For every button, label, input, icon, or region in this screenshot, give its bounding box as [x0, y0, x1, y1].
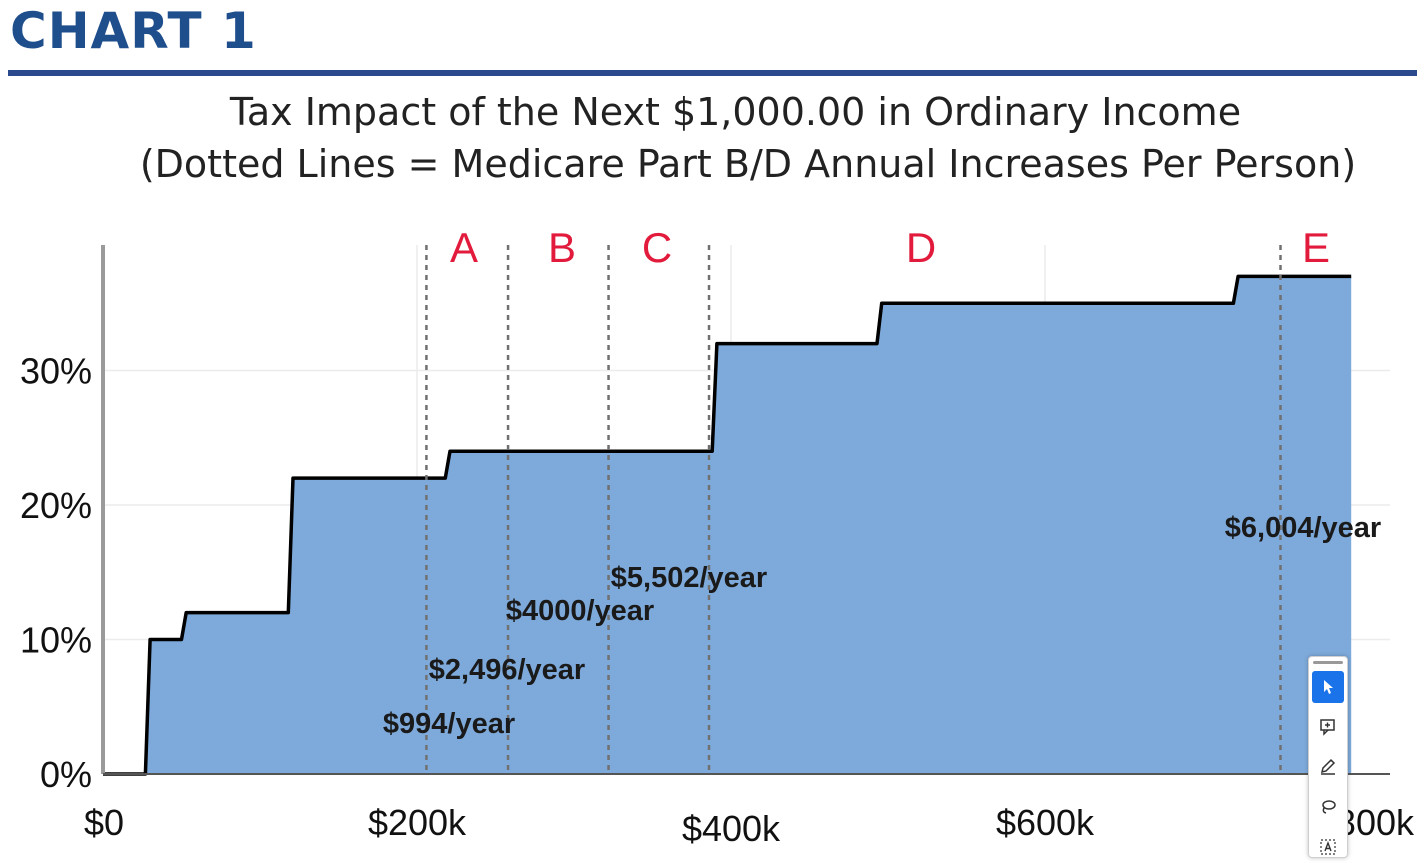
annotation-toolbar [1308, 656, 1348, 858]
comment-icon [1320, 719, 1335, 736]
tax-rate-area [103, 276, 1352, 774]
zone-label-a: A [450, 224, 478, 271]
select-icon [1324, 680, 1333, 694]
x-tick-label: $200k [368, 802, 467, 843]
lasso-icon [1322, 800, 1336, 814]
y-tick-label: 30% [20, 351, 92, 392]
y-tick-label: 10% [20, 620, 92, 661]
y-tick-label: 0% [40, 754, 92, 795]
chart-subtitle: (Dotted Lines = Medicare Part B/D Annual… [139, 142, 1357, 186]
zone-label-e: E [1302, 224, 1330, 271]
pen-tool-button[interactable] [1312, 751, 1344, 783]
zone-label-b: B [548, 224, 576, 271]
y-tick-label: 20% [20, 485, 92, 526]
x-tick-label: $0 [84, 802, 124, 843]
zone-label-d: D [906, 224, 936, 271]
cost-annotation: $994/year [383, 708, 515, 740]
tax-rate-line [103, 274, 1352, 776]
x-tick-label: $600k [996, 802, 1095, 843]
cost-annotation: $4000/year [506, 595, 654, 627]
comment-tool-button[interactable] [1312, 711, 1344, 743]
title-divider [8, 70, 1417, 76]
toolbar-grip[interactable] [1313, 661, 1343, 664]
zone-label-c: C [642, 224, 672, 271]
select-tool-button[interactable] [1312, 671, 1344, 703]
text-select-tool-button[interactable] [1312, 831, 1344, 863]
chart-title: Tax Impact of the Next $1,000.00 in Ordi… [229, 90, 1242, 134]
lasso-tool-button[interactable] [1312, 791, 1344, 823]
x-tick-label: $400k [682, 808, 781, 849]
cost-annotation: $6,004/year [1225, 512, 1381, 544]
page-title: CHART 1 [10, 2, 257, 60]
pen-icon [1320, 758, 1336, 775]
cost-annotation: $5,502/year [611, 562, 767, 594]
cost-annotation: $2,496/year [429, 654, 585, 686]
text-select-icon [1320, 839, 1336, 855]
